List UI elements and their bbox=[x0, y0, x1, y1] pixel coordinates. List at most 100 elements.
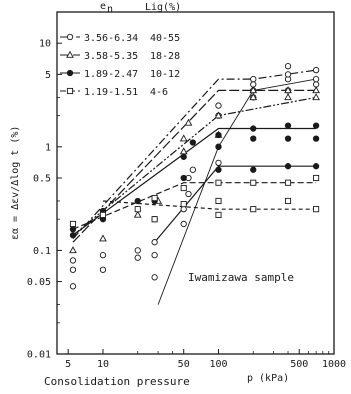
y-tick-label: 10 bbox=[39, 39, 51, 50]
data-point bbox=[189, 166, 197, 173]
data-point bbox=[312, 86, 320, 94]
data-point bbox=[69, 232, 77, 239]
x-tick-label: 100 bbox=[209, 359, 227, 370]
data-point bbox=[284, 122, 292, 129]
y-axis-label: εα = Δεv/Δlog t (%) bbox=[10, 126, 21, 240]
y-tick-label: 1 bbox=[45, 142, 51, 153]
data-point bbox=[215, 143, 222, 150]
data-point bbox=[180, 184, 187, 192]
data-point bbox=[312, 122, 320, 129]
legend-e-range: 1.89-2.47 bbox=[84, 69, 138, 80]
data-point bbox=[133, 210, 142, 218]
x-tick-label: 10 bbox=[97, 359, 109, 370]
data-point bbox=[99, 251, 107, 259]
data-point bbox=[69, 226, 77, 233]
data-point bbox=[215, 166, 222, 173]
y-tick-label: 0.1 bbox=[33, 246, 51, 257]
legend-lig-range: 18-28 bbox=[150, 51, 180, 62]
fit-line bbox=[72, 89, 317, 243]
data-point bbox=[185, 190, 192, 198]
x-axis-unit: p (kPa) bbox=[247, 373, 289, 384]
data-point bbox=[134, 197, 141, 205]
data-point bbox=[151, 239, 158, 246]
fit-line bbox=[72, 96, 317, 236]
data-point bbox=[313, 174, 320, 182]
data-point bbox=[215, 159, 222, 166]
legend-marker bbox=[66, 87, 74, 95]
legend-header-e-sub: n bbox=[107, 4, 113, 15]
data-point bbox=[284, 86, 292, 94]
legend-header-lig: Lig(%) bbox=[145, 2, 181, 13]
fit-line bbox=[157, 78, 317, 305]
legend-lig-range: 10-12 bbox=[150, 69, 180, 80]
data-point bbox=[312, 93, 320, 101]
data-point bbox=[151, 216, 158, 223]
fit-line bbox=[72, 127, 317, 236]
data-point bbox=[69, 266, 77, 273]
data-point bbox=[69, 220, 77, 227]
legend: e n Lig(%) 3.56-6.34 40-55 3.58-5.35 18-28 1.89… bbox=[60, 1, 181, 98]
data-point bbox=[284, 71, 292, 78]
data-point bbox=[215, 102, 222, 109]
data-point bbox=[215, 179, 222, 186]
x-tick-label: 1000 bbox=[322, 359, 346, 370]
fit-line bbox=[102, 200, 317, 210]
axis-ticks: 5 10 50 100 500 1000 0.01 0.05 0.1 0.5 1 5 10 bbox=[27, 39, 346, 370]
data-point bbox=[69, 257, 77, 264]
data-point bbox=[284, 163, 292, 170]
legend-marker bbox=[66, 33, 74, 41]
legend-e-range: 3.58-5.35 bbox=[84, 51, 138, 62]
data-point bbox=[134, 247, 141, 254]
data-point bbox=[180, 201, 187, 208]
data-point bbox=[249, 93, 258, 101]
data-point bbox=[151, 251, 158, 259]
data-point bbox=[284, 179, 292, 186]
data-point bbox=[99, 266, 107, 273]
data-point bbox=[312, 135, 320, 142]
fit-line bbox=[72, 69, 317, 240]
x-tick-label: 50 bbox=[178, 359, 190, 370]
fit-line bbox=[154, 165, 317, 243]
legend-e-range: 3.56-6.34 bbox=[84, 33, 138, 44]
plot-frame bbox=[56, 11, 335, 355]
data-point bbox=[214, 111, 223, 119]
data-point bbox=[312, 75, 320, 83]
data-point bbox=[134, 206, 141, 213]
data-point bbox=[250, 135, 257, 142]
data-point bbox=[215, 211, 222, 218]
data-point bbox=[151, 274, 158, 281]
data-point bbox=[284, 93, 292, 101]
x-tick-label: 5 bbox=[65, 359, 71, 370]
data-point bbox=[99, 234, 107, 242]
data-point bbox=[284, 135, 292, 142]
data-point bbox=[312, 66, 320, 74]
data-point bbox=[69, 246, 77, 254]
data-point bbox=[284, 63, 292, 70]
data-point bbox=[189, 139, 197, 146]
data-point bbox=[215, 131, 222, 139]
data-point bbox=[250, 179, 257, 186]
data-point bbox=[134, 254, 141, 261]
legend-lig-range: 40-55 bbox=[150, 33, 180, 44]
y-tick-label: 0.5 bbox=[33, 173, 51, 184]
data-point bbox=[312, 163, 320, 170]
annotation: Iwamizawa sample bbox=[188, 271, 294, 284]
data-point bbox=[249, 86, 258, 94]
data-point bbox=[99, 211, 107, 218]
x-tick-label: 500 bbox=[290, 359, 308, 370]
data-point bbox=[151, 195, 158, 202]
data-point bbox=[69, 283, 77, 290]
data-point bbox=[179, 147, 188, 155]
data-point bbox=[180, 174, 187, 182]
data-point bbox=[179, 134, 188, 142]
data-point bbox=[250, 75, 257, 83]
data-point bbox=[180, 220, 187, 228]
x-axis-label: Consolidation pressure bbox=[44, 375, 190, 388]
fit-line bbox=[72, 182, 317, 230]
y-tick-label: 5 bbox=[45, 70, 51, 81]
data-point bbox=[313, 206, 320, 213]
fit-lines bbox=[72, 69, 317, 305]
data-point bbox=[215, 197, 222, 205]
data-point bbox=[250, 206, 257, 213]
